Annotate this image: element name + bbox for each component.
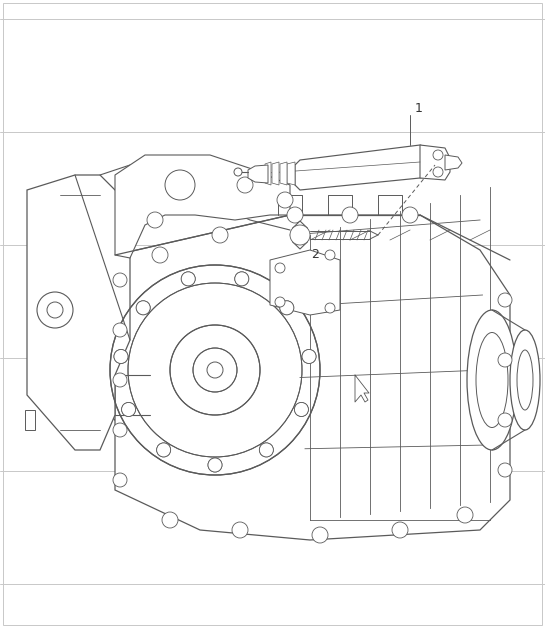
- Polygon shape: [293, 221, 307, 249]
- Polygon shape: [115, 215, 510, 540]
- Circle shape: [275, 263, 285, 273]
- Circle shape: [162, 512, 178, 528]
- Circle shape: [152, 247, 168, 263]
- Circle shape: [402, 207, 418, 223]
- Circle shape: [287, 207, 303, 223]
- Circle shape: [457, 507, 473, 523]
- Polygon shape: [270, 250, 340, 315]
- Circle shape: [392, 522, 408, 538]
- Circle shape: [498, 413, 512, 427]
- Circle shape: [433, 167, 443, 177]
- Polygon shape: [272, 162, 279, 185]
- Circle shape: [235, 272, 249, 286]
- Circle shape: [156, 443, 171, 457]
- Circle shape: [290, 225, 310, 245]
- Ellipse shape: [476, 332, 508, 428]
- Circle shape: [208, 458, 222, 472]
- Polygon shape: [287, 162, 295, 185]
- Circle shape: [325, 250, 335, 260]
- Circle shape: [122, 403, 136, 416]
- Circle shape: [136, 301, 150, 315]
- Circle shape: [234, 168, 242, 176]
- Circle shape: [259, 443, 274, 457]
- Circle shape: [342, 207, 358, 223]
- Polygon shape: [420, 145, 450, 180]
- Polygon shape: [280, 162, 287, 185]
- Circle shape: [312, 527, 328, 543]
- Circle shape: [280, 301, 294, 315]
- Circle shape: [212, 227, 228, 243]
- Circle shape: [156, 443, 171, 457]
- Circle shape: [114, 349, 128, 364]
- Circle shape: [113, 423, 127, 437]
- Circle shape: [302, 349, 316, 364]
- Polygon shape: [248, 165, 268, 183]
- Ellipse shape: [467, 310, 517, 450]
- Polygon shape: [25, 410, 35, 430]
- Circle shape: [114, 349, 128, 364]
- Circle shape: [113, 323, 127, 337]
- Circle shape: [498, 293, 512, 307]
- Polygon shape: [115, 155, 290, 258]
- Polygon shape: [445, 155, 462, 170]
- Polygon shape: [295, 145, 435, 190]
- Circle shape: [433, 150, 443, 160]
- Polygon shape: [27, 175, 130, 450]
- Circle shape: [136, 301, 150, 315]
- Circle shape: [147, 212, 163, 228]
- Ellipse shape: [510, 330, 540, 430]
- Text: 2: 2: [311, 249, 319, 261]
- Circle shape: [275, 297, 285, 307]
- Circle shape: [259, 443, 274, 457]
- Circle shape: [122, 403, 136, 416]
- Circle shape: [294, 403, 308, 416]
- Circle shape: [208, 458, 222, 472]
- Circle shape: [237, 177, 253, 193]
- Circle shape: [498, 353, 512, 367]
- Polygon shape: [109, 264, 321, 476]
- Circle shape: [113, 473, 127, 487]
- Text: 1: 1: [415, 102, 423, 114]
- Circle shape: [181, 272, 195, 286]
- Circle shape: [294, 403, 308, 416]
- Polygon shape: [265, 162, 271, 185]
- Circle shape: [235, 272, 249, 286]
- Circle shape: [113, 273, 127, 287]
- Circle shape: [277, 192, 293, 208]
- Circle shape: [232, 522, 248, 538]
- Circle shape: [181, 272, 195, 286]
- Circle shape: [280, 301, 294, 315]
- Circle shape: [302, 349, 316, 364]
- Circle shape: [325, 303, 335, 313]
- Circle shape: [498, 463, 512, 477]
- Ellipse shape: [517, 350, 533, 410]
- Circle shape: [113, 373, 127, 387]
